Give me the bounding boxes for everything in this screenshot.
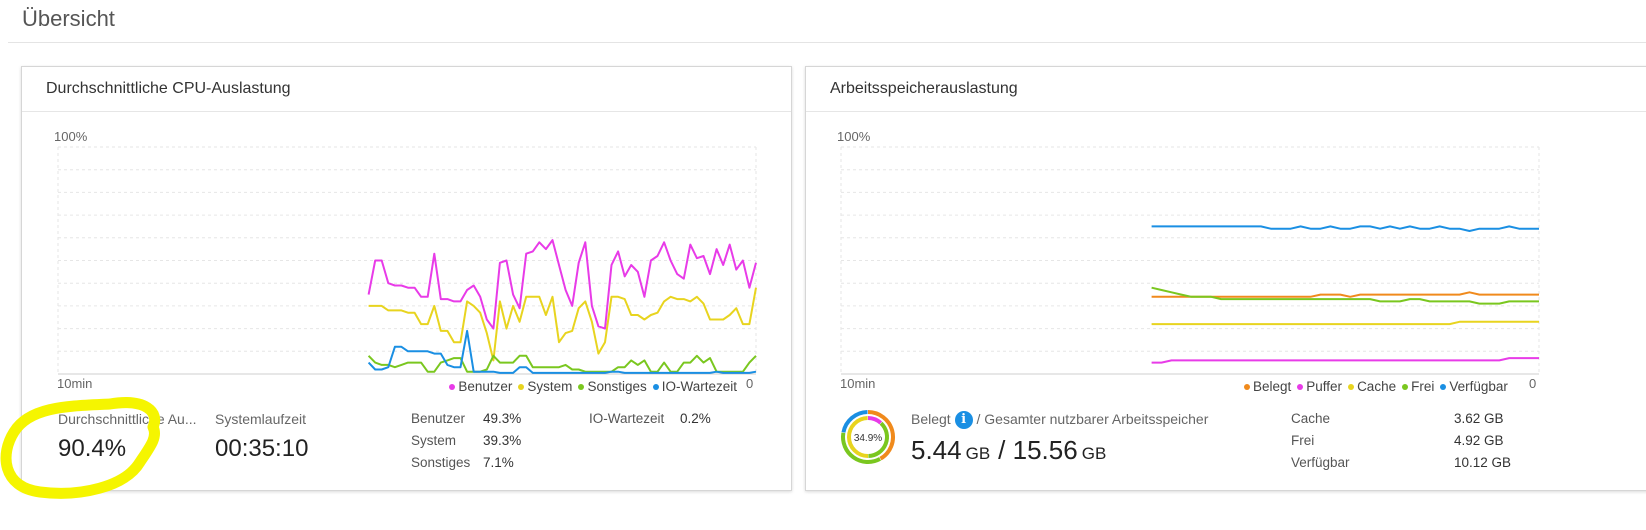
memory-legend-dot-frei — [1402, 384, 1409, 391]
uptime-label: Systemlaufzeit — [215, 411, 307, 427]
cpu-series-iowartezeit — [367, 329, 757, 374]
memory-legend-frei[interactable]: Frei — [1402, 379, 1434, 394]
cpu-chart: 100% 10min 0 — [22, 67, 791, 490]
cpu-series-system — [368, 287, 757, 362]
memory-values: 5.44 GB/ 15.56 GB — [911, 435, 1114, 466]
memory-used-unit: GB — [965, 444, 991, 463]
memory-cache-label: Cache — [1291, 411, 1331, 426]
cpu-system-label: System — [411, 433, 457, 448]
memory-frei-label: Frei — [1291, 433, 1315, 448]
memory-series-belegt — [1151, 291, 1539, 298]
cpu-series-benutzer — [367, 239, 757, 330]
cpu-legend-dot-sonstiges — [578, 384, 585, 391]
cpu-legend-dot-system — [518, 384, 525, 391]
cpu-legend-label-system: System — [527, 379, 573, 394]
memory-donut-inner-segment — [867, 416, 883, 425]
memory-axis-left-label: 10min — [840, 376, 875, 391]
memory-legend-dot-belegt — [1244, 384, 1250, 391]
cpu-axis-top-label: 100% — [54, 129, 88, 144]
memory-legend-label-belegt: Belegt — [1253, 379, 1292, 394]
memory-donut-ring-segment — [841, 410, 868, 433]
uptime-value: 00:35:10 — [215, 435, 309, 462]
memory-legend-dot-cache — [1348, 384, 1355, 391]
info-icon[interactable]: i — [954, 411, 973, 430]
cpu-axis-left-label: 10min — [57, 376, 92, 391]
memory-verfuegbar-label: Verfügbar — [1291, 455, 1350, 470]
memory-series-frei — [1151, 286, 1539, 305]
cpu-system-value: 39.3% — [483, 433, 522, 448]
memory-donut-label: 34.9% — [854, 433, 882, 444]
cpu-legend-benutzer[interactable]: Benutzer — [449, 379, 512, 394]
memory-used-value: 5.44 — [911, 435, 962, 465]
memory-donut-inner-segment — [847, 416, 869, 458]
memory-chart-svg: 100% 10min 0 — [837, 129, 1540, 391]
cpu-io-value: 0.2% — [680, 411, 711, 426]
memory-legend-puffer[interactable]: Puffer — [1297, 379, 1342, 394]
memory-legend-label-puffer: Puffer — [1306, 379, 1343, 394]
cpu-sonstiges-value: 7.1% — [483, 455, 514, 470]
memory-slash: / — [998, 435, 1006, 465]
cpu-benutzer-label: Benutzer — [411, 411, 466, 426]
cpu-legend-label-sonstiges: Sonstiges — [587, 379, 647, 394]
memory-series-verfgbar — [1151, 225, 1539, 232]
memory-total-value: 15.56 — [1012, 435, 1078, 465]
memory-legend-label-frei: Frei — [1411, 379, 1435, 394]
memory-legend-label-cache: Cache — [1357, 379, 1397, 394]
page-title: Übersicht — [22, 6, 115, 31]
memory-axis-right-label: 0 — [1529, 376, 1536, 391]
cpu-legend: Benutzer System Sonstiges IO-Wartezeit — [443, 379, 737, 394]
cpu-card-title: Durchschnittliche CPU-Auslastung — [22, 67, 791, 112]
cpu-benutzer-value: 49.3% — [483, 411, 522, 426]
memory-total-label: / Gesamter nutzbarer Arbeitsspeicher — [976, 411, 1209, 427]
memory-legend-dot-verfuegbar — [1440, 384, 1447, 391]
memory-cache-value: 3.62 GB — [1454, 411, 1504, 426]
cpu-usage-card: Durchschnittliche CPU-Auslastung 100% 10m… — [21, 66, 792, 491]
memory-frei-value: 4.92 GB — [1454, 433, 1504, 448]
cpu-legend-io[interactable]: IO-Wartezeit — [652, 379, 737, 394]
cpu-series-sonstiges — [367, 354, 757, 373]
cpu-legend-system[interactable]: System — [518, 379, 572, 394]
memory-donut: 34.9% — [841, 410, 895, 464]
memory-donut-ring-segment — [841, 432, 882, 464]
avg-cpu-value: 90.4% — [58, 435, 127, 462]
memory-legend-cache[interactable]: Cache — [1348, 379, 1396, 394]
cpu-legend-sonstiges[interactable]: Sonstiges — [578, 379, 647, 394]
memory-axis-top-label: 100% — [837, 129, 871, 144]
memory-series-cache — [1151, 320, 1539, 326]
memory-series-puffer — [1151, 357, 1539, 364]
memory-used-caption: Belegt i / Gesamter nutzbarer Arbeitsspe… — [911, 411, 1209, 430]
memory-chart: 100% 10min 0 — [806, 67, 1646, 490]
memory-usage-card: Arbeitsspeicherauslastung 100% 10min 0 Bel… — [805, 66, 1646, 491]
memory-legend-verfuegbar[interactable]: Verfügbar — [1440, 379, 1508, 394]
cpu-legend-dot-io — [652, 384, 659, 391]
avg-cpu-label: Durchschnittliche Au... — [58, 411, 197, 427]
title-divider — [8, 42, 1646, 43]
memory-legend: Belegt Puffer Cache Frei Verfügbar — [1238, 379, 1508, 394]
cpu-io-label: IO-Wartezeit — [589, 411, 665, 426]
memory-legend-label-verfuegbar: Verfügbar — [1449, 379, 1508, 394]
memory-total-unit: GB — [1081, 444, 1107, 463]
cpu-legend-dot-benutzer — [449, 384, 456, 391]
memory-used-label: Belegt — [911, 411, 951, 427]
memory-donut-inner-segment — [868, 421, 889, 458]
memory-card-title: Arbeitsspeicherauslastung — [806, 67, 1646, 112]
cpu-axis-right-label: 0 — [746, 376, 753, 391]
memory-donut-ring-segment — [867, 410, 895, 461]
memory-legend-dot-puffer — [1297, 384, 1304, 391]
cpu-chart-svg: 100% 10min 0 — [54, 129, 757, 391]
memory-legend-belegt[interactable]: Belegt — [1244, 379, 1291, 394]
memory-verfuegbar-value: 10.12 GB — [1454, 455, 1512, 470]
cpu-legend-label-benutzer: Benutzer — [458, 379, 513, 394]
cpu-sonstiges-label: Sonstiges — [411, 455, 471, 470]
cpu-legend-label-io: IO-Wartezeit — [661, 379, 737, 394]
